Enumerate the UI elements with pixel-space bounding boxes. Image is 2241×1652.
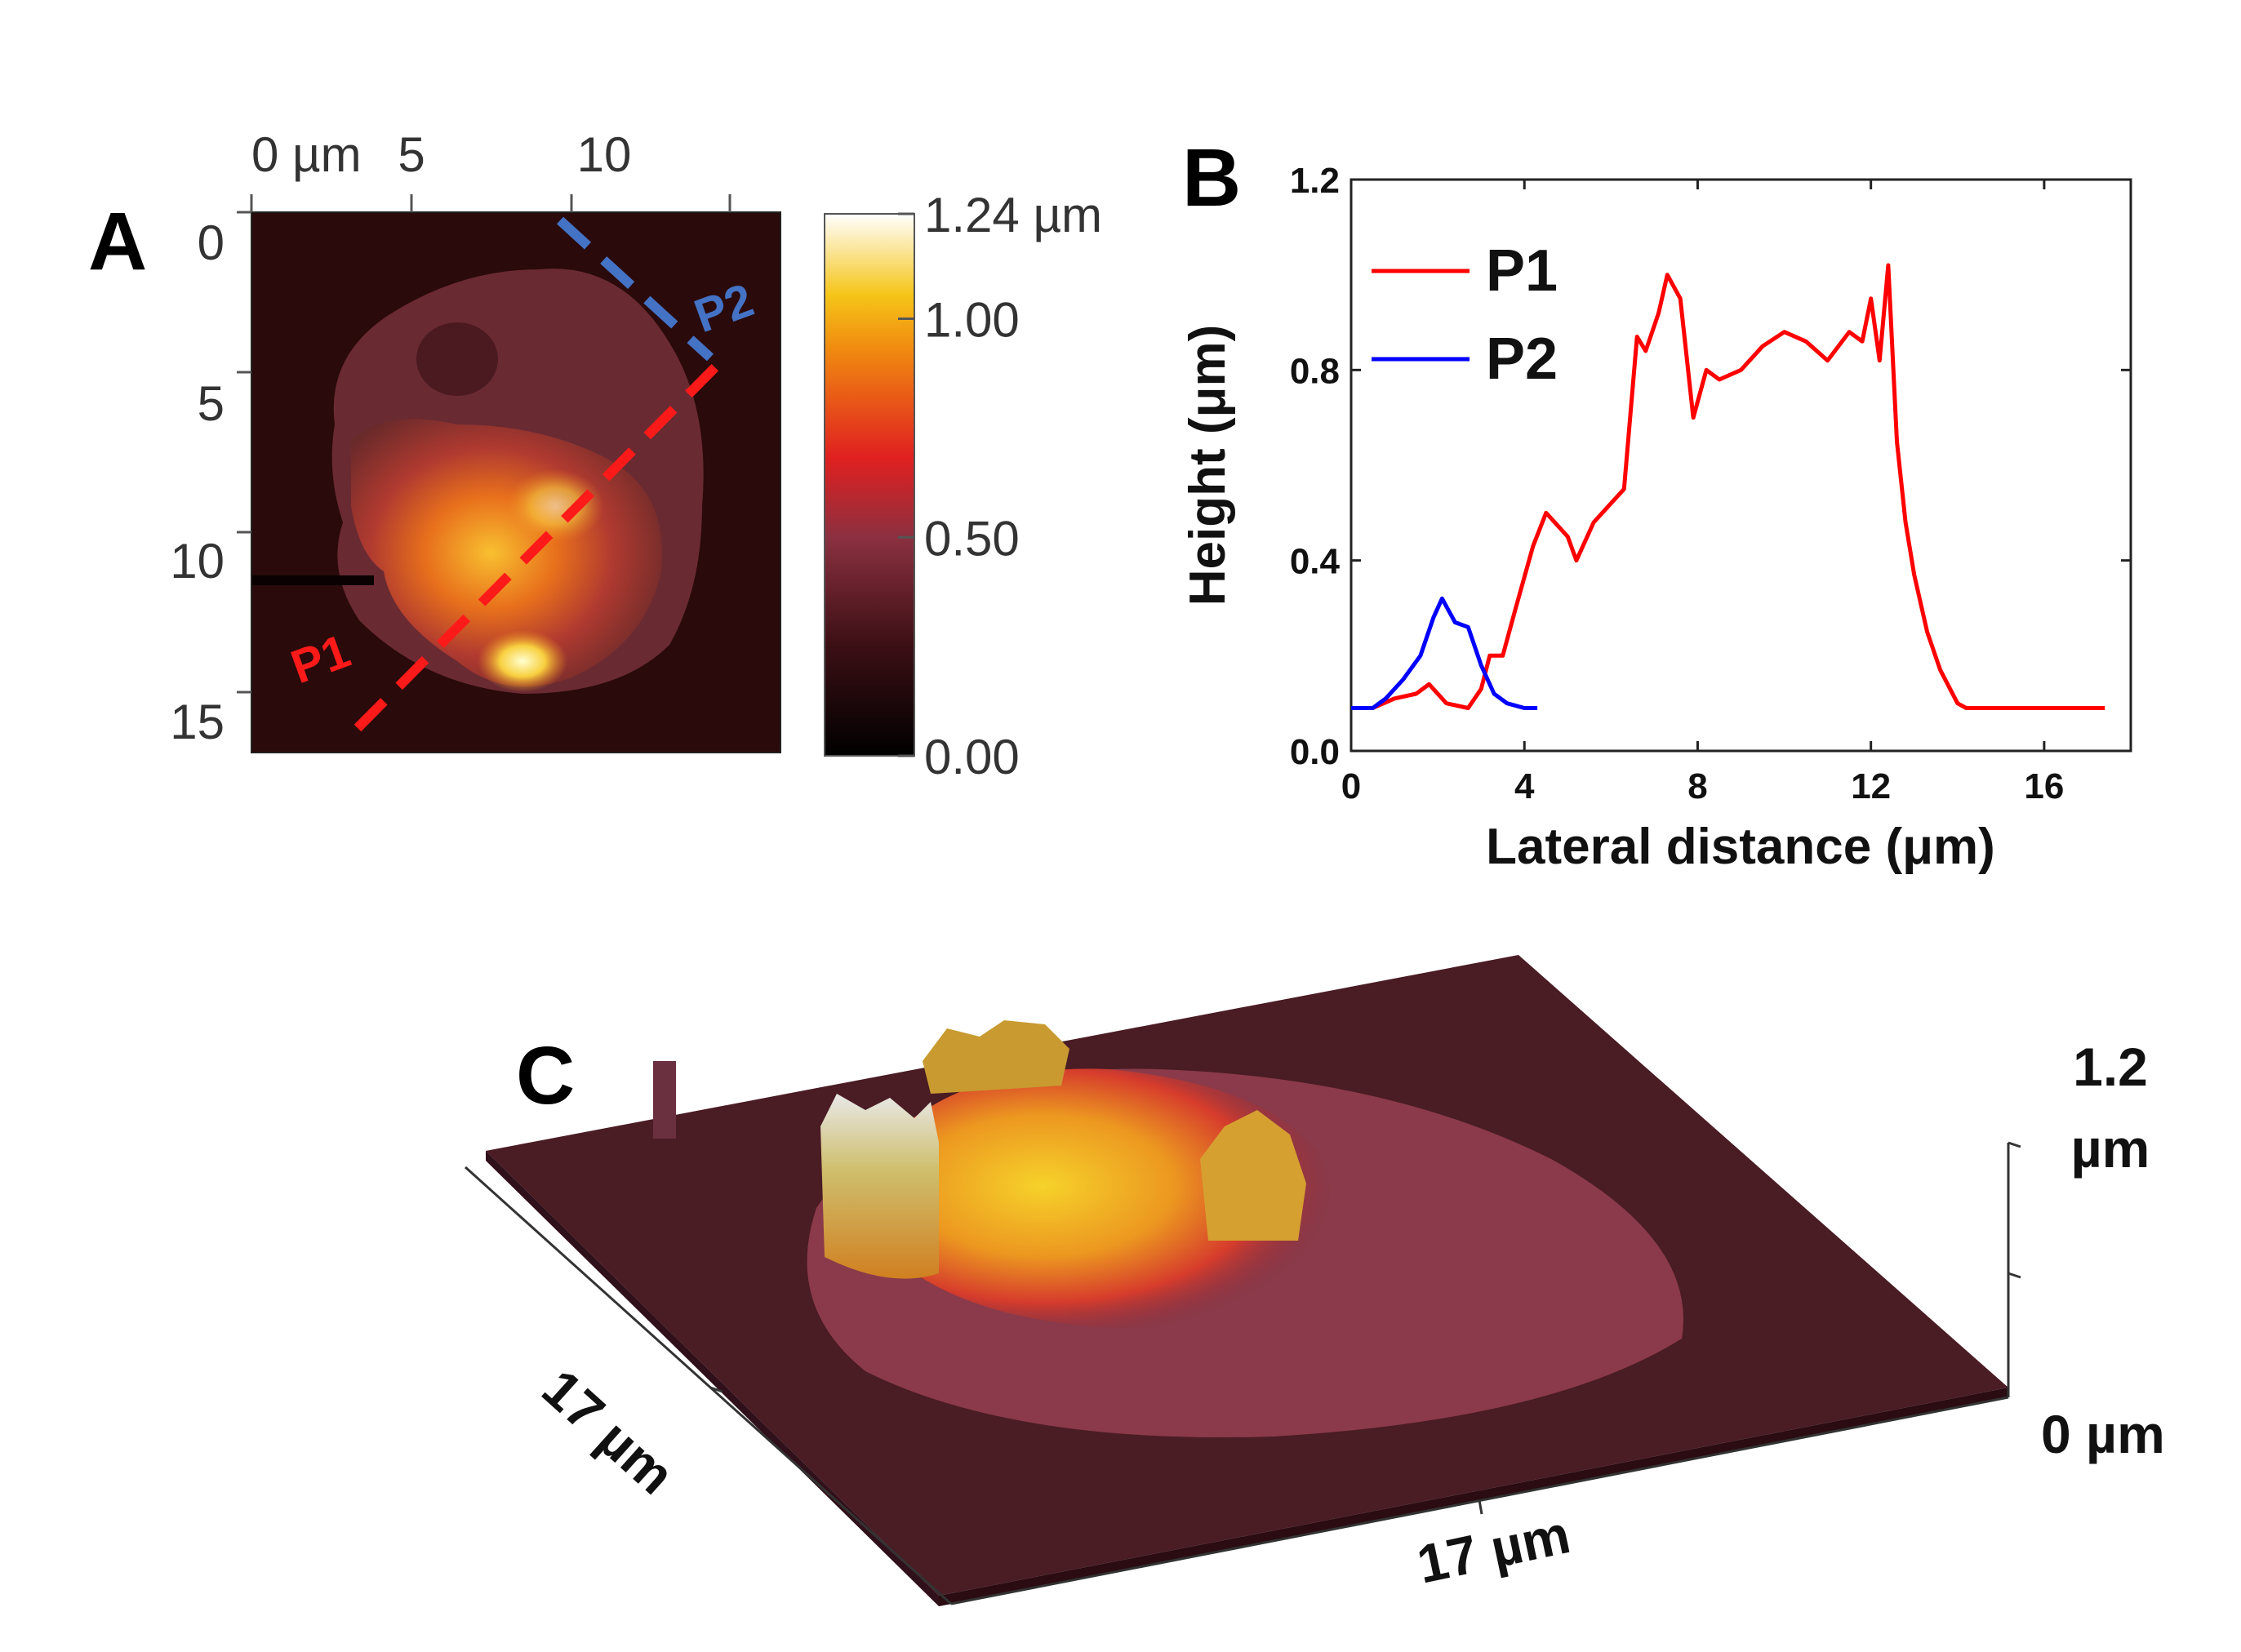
surface-peak-back [923,1020,1069,1094]
colorbar: 1.24 µm 1.00 0.50 0.00 [824,188,1102,784]
chart-y-tick-label: 0.4 [1290,542,1341,582]
profile-line-p1 [353,362,721,732]
legend-label-p2: P2 [1486,326,1558,392]
afm-frame [251,211,781,753]
chart-x-tick-label: 16 [2024,766,2064,806]
chart-x-axis-label: Lateral distance (μm) [1486,819,1995,875]
afm-x-tick-label-10: 10 [577,127,632,182]
afm-nucleus-depression [416,322,498,396]
z-axis-top-value: 1.2 [2073,1037,2148,1097]
panel-letter-a: A [88,196,147,287]
afm-ridge-highlight [506,469,604,543]
chart-series-line-p2 [1351,596,1538,710]
afm-hotspot [478,630,567,692]
depth-axis-label: 17 µm [531,1357,687,1505]
z-axis-top-tick [2008,1141,2021,1148]
panel-letter-b: B [1182,132,1241,224]
profile-line-p2 [556,216,714,362]
z-axis-top-unit: µm [2071,1118,2150,1179]
afm-x-tick-label-0: 0 µm [251,127,362,182]
panel-letter-c: C [516,1030,575,1121]
chart-x-tick-label: 0 [1341,766,1361,806]
depth-axis-mid-tick [709,1386,723,1393]
colorbar-tick-label: 1.00 [924,293,1020,348]
chart-series-line-p1 [1351,263,2105,710]
colorbar-tick-label: 0.50 [924,511,1020,566]
afm-y-tick-label-15: 15 [170,695,225,749]
chart-y-tick-label: 1.2 [1290,161,1340,201]
profile-chart: 0 4 8 12 16 0.0 0.4 0.8 1.2 P1 P2 Lateral distan… [1180,161,2132,875]
afm-y-axis: 0 5 10 15 [170,211,251,749]
colorbar-tick-label: 1.24 µm [924,188,1102,242]
colorbar-ticks: 1.24 µm 1.00 0.50 0.00 [898,188,1102,784]
chart-x-tick-label: 8 [1687,766,1707,806]
afm-height-map [251,211,781,753]
chart-series [1351,263,2105,710]
chart-legend: P1 P2 [1372,238,1558,392]
chart-y-tick-label: 0.8 [1290,351,1340,391]
afm-scan-artifact [251,575,374,585]
depth-axis [464,1166,953,1605]
surface-peak-right [1200,1110,1306,1241]
colorbar-tick-label: 0.00 [924,730,1020,784]
legend-label-p1: P1 [1486,238,1558,304]
z-axis-bottom-label: 0 µm [2041,1404,2165,1464]
surface-front-edge [939,1388,2008,1606]
afm-y-tick-label-5: 5 [198,376,225,431]
surface-ridge [849,1068,1334,1329]
chart-y-tick-label: 0.0 [1290,732,1340,772]
afm-x-tick-label-5: 5 [398,127,425,182]
chart-plot-area [1349,178,2132,753]
width-axis-mid-tick [1478,1499,1483,1515]
colorbar-gradient [824,213,915,757]
chart-x-tick-label: 12 [1851,766,1891,806]
surface-peak-white [820,1094,939,1279]
surface-spike [653,1061,676,1139]
afm-y-tick-label-0: 0 [198,215,225,270]
afm-y-tick-label-10: 10 [170,534,225,588]
afm-3d-surface [464,955,2021,1606]
z-axis-mid-tick [2008,1272,2021,1279]
width-axis-label: 17 µm [1412,1503,1576,1595]
chart-y-axis-label: Height (μm) [1180,325,1236,606]
chart-ticks: 0 4 8 12 16 0.0 0.4 0.8 1.2 [1290,161,2131,806]
afm-x-axis: 0 µm 5 10 [250,127,731,212]
chart-x-tick-label: 4 [1514,766,1535,806]
